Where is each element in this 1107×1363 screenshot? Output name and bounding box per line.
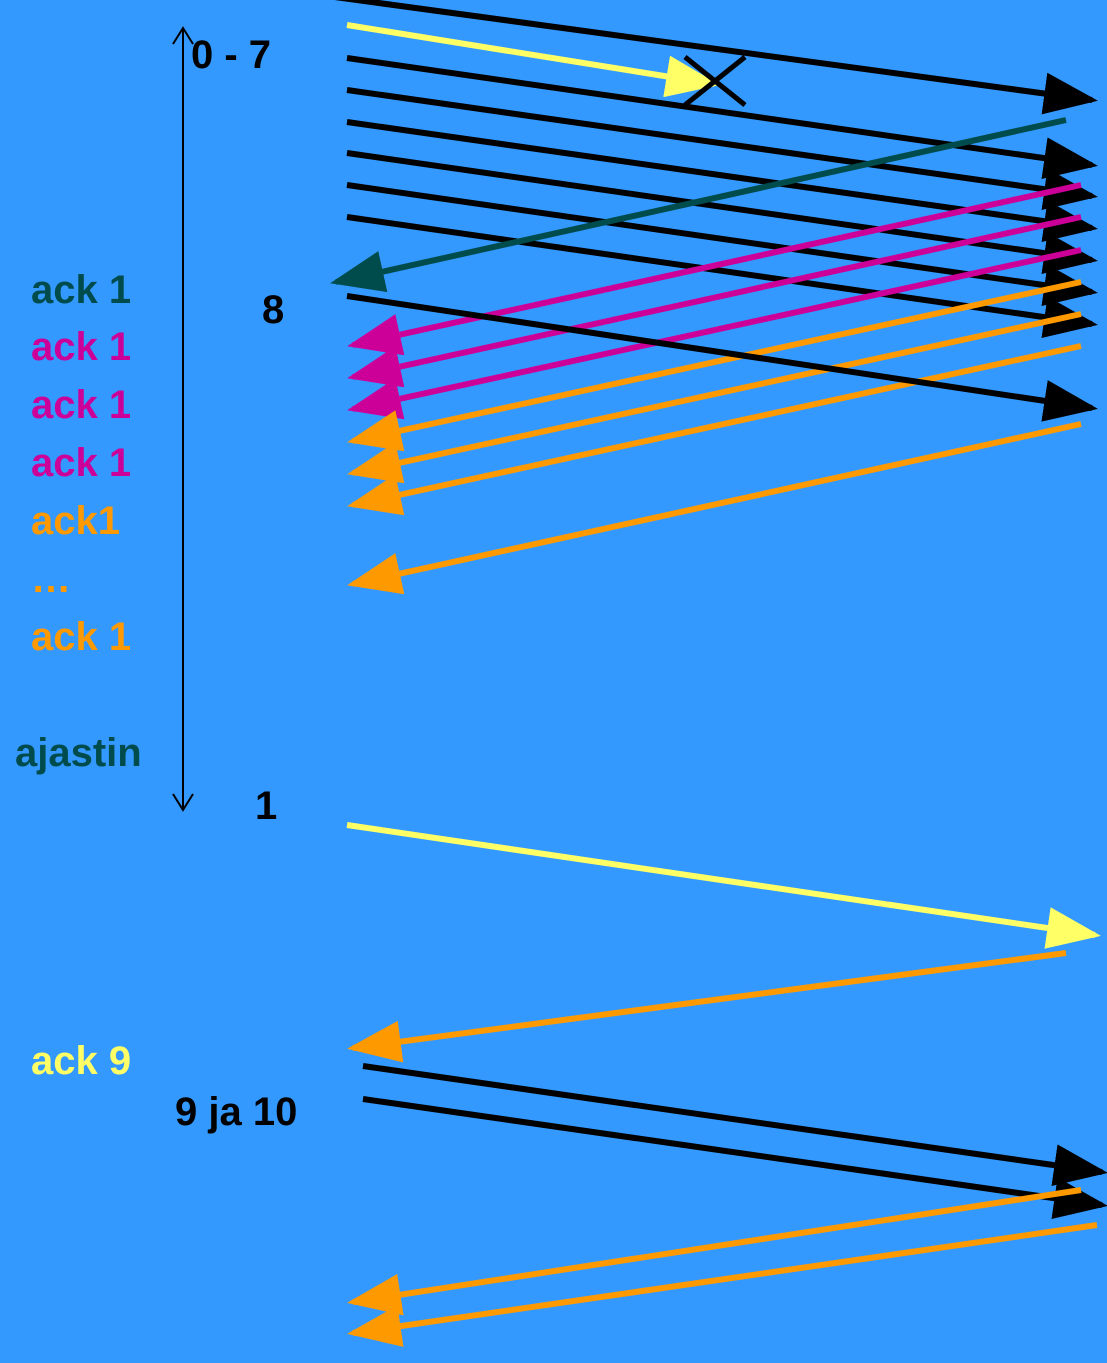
ack-label-3: ack 1 <box>31 383 132 427</box>
dup-ack-arrow-orange-2 <box>347 311 1082 484</box>
ack-label-2: ack 1 <box>31 325 132 369</box>
final-ack-arrow-2 <box>347 1222 1098 1347</box>
dup-ack-arrow-orange-1 <box>347 279 1082 452</box>
dup-ack-arrow-magenta-3 <box>347 247 1082 420</box>
label-segment-8: 8 <box>262 288 285 332</box>
retransmit-segment-arrow <box>346 822 1101 949</box>
ack-label-1: ack 1 <box>31 268 132 312</box>
ack-arrow-teal <box>330 117 1067 293</box>
segment-arrow-9 <box>362 1063 1107 1186</box>
segment-arrow-0 <box>334 0 1098 115</box>
lost-packet-x-mark-icon <box>683 55 747 107</box>
final-ack-arrow-1 <box>347 1187 1082 1316</box>
label-segment-1: 1 <box>255 784 278 828</box>
ack-label-7: ack 1 <box>31 615 132 659</box>
dup-ack-arrow-orange-4 <box>347 421 1082 595</box>
label-segments-9-10: 9 ja 10 <box>175 1090 298 1134</box>
dup-ack-arrow-magenta-1 <box>347 182 1082 356</box>
ack-label-4: ack 1 <box>31 441 132 485</box>
segment-arrow-2 <box>346 55 1098 179</box>
ack-9-arrow <box>347 950 1067 1063</box>
ack-label-ellipsis: … <box>31 557 71 601</box>
segment-arrow-3 <box>346 87 1098 211</box>
label-timer: ajastin <box>15 731 142 775</box>
dup-ack-arrow-magenta-2 <box>347 214 1082 388</box>
segment-arrow-8 <box>346 293 1098 422</box>
label-segments-0-7: 0 - 7 <box>191 33 272 77</box>
timer-span-double-arrow-icon <box>172 26 194 812</box>
dup-ack-arrow-orange-3 <box>347 343 1082 516</box>
segment-arrow-10 <box>362 1096 1107 1219</box>
lost-segment-arrow <box>346 22 720 98</box>
label-ack-9: ack 9 <box>31 1039 132 1083</box>
ack-label-5: ack1 <box>31 499 120 543</box>
